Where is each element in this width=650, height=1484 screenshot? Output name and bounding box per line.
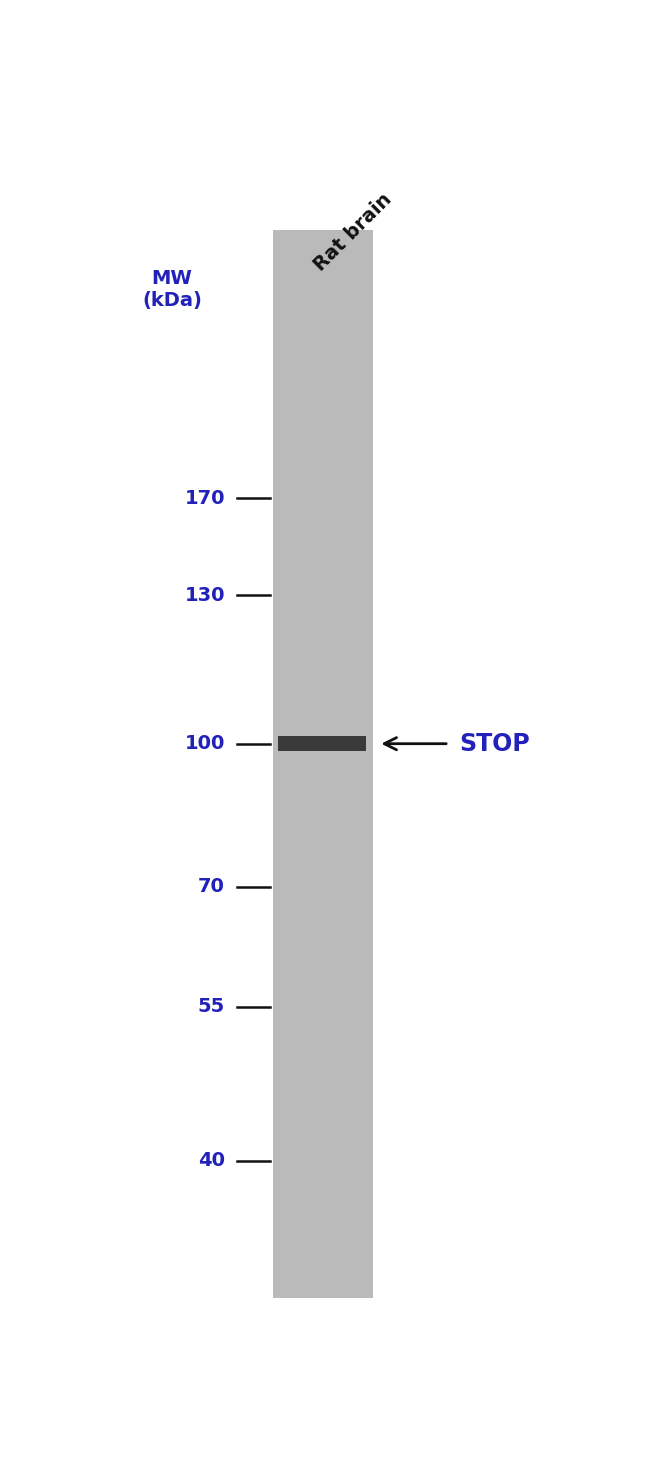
Text: 170: 170: [185, 488, 225, 508]
Text: MW
(kDa): MW (kDa): [142, 270, 202, 310]
Text: 70: 70: [198, 877, 225, 896]
Text: 130: 130: [185, 586, 225, 604]
Text: 55: 55: [198, 997, 225, 1017]
Text: 100: 100: [185, 735, 225, 754]
Bar: [273, 230, 373, 1298]
Bar: [278, 736, 366, 751]
Text: Rat brain: Rat brain: [311, 190, 396, 275]
Text: 40: 40: [198, 1152, 225, 1171]
Text: STOP: STOP: [459, 732, 530, 755]
